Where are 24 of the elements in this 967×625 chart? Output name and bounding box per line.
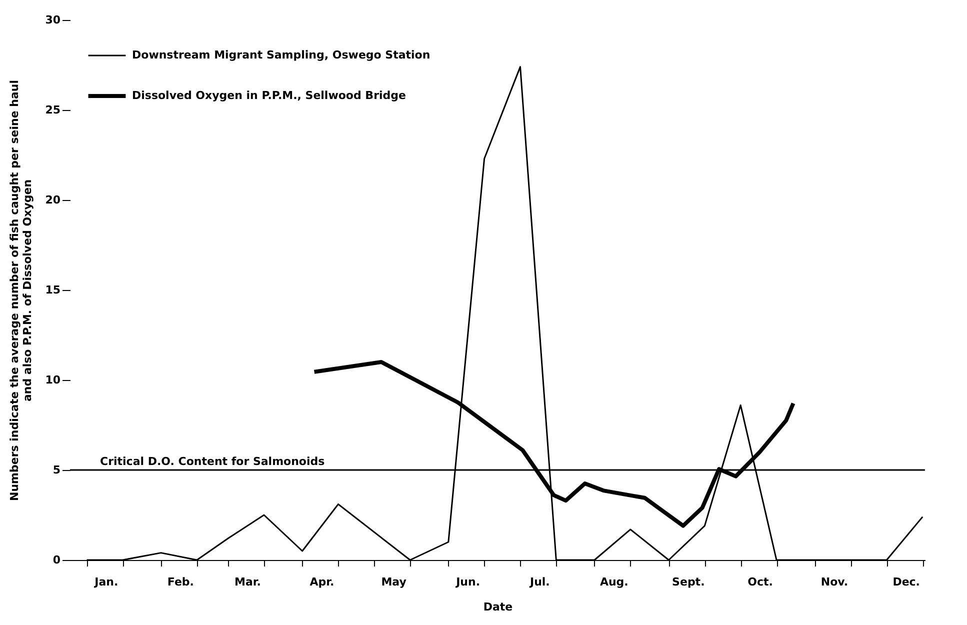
y-tick-label: 15 (45, 284, 60, 296)
y-axis-title: Numbers indicate the average number of fish caught per seine haul and also P.P.M. of Dissolved Oxygen (8, 80, 34, 501)
x-tick-label: Nov. (820, 576, 848, 588)
x-tick-label: Jun. (455, 576, 480, 588)
y-tick-label: 10 (45, 374, 61, 386)
ref-line-label: Critical D.O. Content for Salmonoids (100, 455, 326, 468)
x-tick-label: Jan. (94, 576, 118, 588)
x-tick-label: Oct. (748, 576, 773, 588)
x-tick-label: Apr. (310, 576, 334, 588)
y-tick-label: 5 (52, 464, 60, 476)
x-axis-title: Date (483, 600, 513, 614)
x-tick-label: Jul. (528, 576, 550, 588)
y-tick-label: 25 (45, 104, 60, 116)
x-tick-label: Mar. (234, 576, 261, 588)
x-tick-label: Dec. (892, 576, 920, 588)
x-tick-label: Sept. (672, 576, 705, 588)
legend-label: Downstream Migrant Sampling, Oswego Station (132, 48, 430, 62)
x-tick-label: May (381, 576, 406, 588)
x-tick-label: Feb. (167, 576, 194, 588)
x-tick-label: Aug. (600, 576, 628, 588)
legend-label: Dissolved Oxygen in P.P.M., Sellwood Bridge (132, 89, 406, 102)
y-tick-label: 30 (45, 14, 61, 26)
y-tick-label: 20 (45, 194, 61, 206)
y-tick-label: 0 (52, 554, 61, 566)
